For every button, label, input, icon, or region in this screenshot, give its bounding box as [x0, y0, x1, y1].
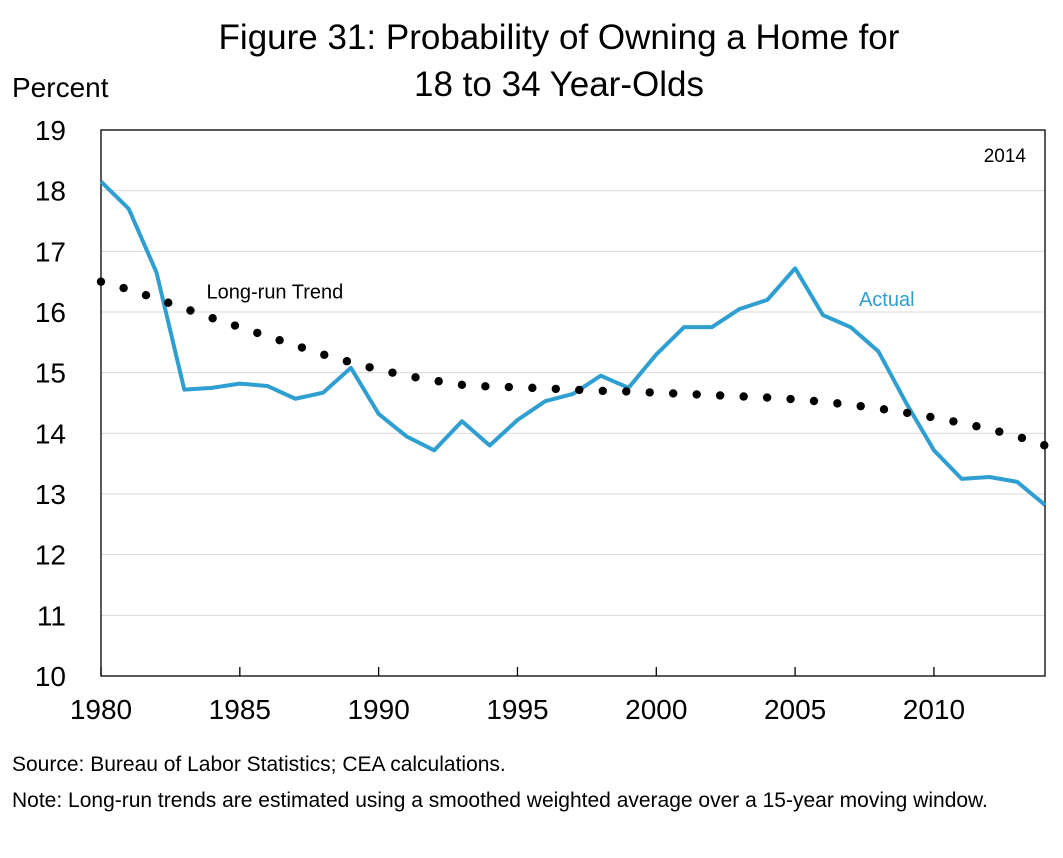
- trend-dot: [715, 391, 725, 400]
- trend-dot: [528, 383, 537, 393]
- trend-dot: [411, 373, 420, 382]
- y-tick-label-13: 13: [35, 479, 66, 510]
- trend-dot: [972, 422, 981, 431]
- series-label-actual: Actual: [859, 289, 915, 311]
- year-tag: 2014: [983, 146, 1026, 167]
- y-tick-label-10: 10: [35, 661, 66, 692]
- chart-title-line-1: Figure 31: Probability of Owning a Home …: [218, 18, 900, 57]
- plot-area-border: [100, 129, 1046, 677]
- trend-dot: [762, 393, 772, 402]
- trend-dot: [457, 380, 467, 389]
- trend-dot: [995, 427, 1004, 436]
- chart-title-line-2: 18 to 34 Year-Olds: [414, 65, 704, 104]
- trend-dot: [551, 384, 561, 394]
- trend-dot: [141, 291, 151, 300]
- series-actual: [99, 180, 1047, 507]
- y-tick-label-11: 11: [37, 600, 66, 631]
- trend-dot: [1017, 433, 1027, 443]
- x-tick-label-1985: 1985: [209, 694, 271, 725]
- trend-dot: [1040, 441, 1049, 450]
- series-label-long-run-trend: Long-run Trend: [207, 282, 344, 304]
- trend-dot: [669, 389, 678, 398]
- trend-dot: [949, 417, 958, 426]
- method-note: Note: Long-run trends are estimated usin…: [12, 789, 988, 812]
- trend-dot: [622, 387, 631, 396]
- trend-dot: [342, 357, 352, 366]
- trend-dot: [598, 386, 607, 396]
- trend-dot: [481, 382, 490, 391]
- y-tick-label-12: 12: [35, 540, 66, 571]
- trend-dot: [575, 385, 584, 395]
- x-tick-label-2005: 2005: [764, 694, 826, 725]
- trend-dot: [186, 306, 195, 315]
- trend-dot: [739, 392, 748, 401]
- trend-dot: [164, 298, 173, 307]
- trend-dot: [365, 363, 374, 372]
- trend-dot: [926, 412, 935, 422]
- y-tick-label-15: 15: [35, 358, 66, 389]
- y-tick-label-18: 18: [35, 176, 66, 207]
- y-tick-label-14: 14: [35, 418, 66, 449]
- chart-title: Figure 31: Probability of Owning a Home …: [100, 14, 1018, 108]
- trend-dot: [96, 277, 106, 286]
- trend-dot: [645, 388, 654, 397]
- trend-dot: [230, 321, 240, 330]
- y-axis-label: Percent: [12, 72, 109, 103]
- trend-dot: [833, 399, 842, 408]
- trend-dot: [809, 396, 819, 406]
- trend-dot: [504, 382, 514, 392]
- trend-dot: [903, 408, 912, 418]
- trend-dot: [275, 336, 284, 345]
- trend-dot: [297, 343, 307, 352]
- y-tick-label-17: 17: [35, 236, 66, 267]
- trend-dot: [692, 390, 701, 399]
- series-long-run-trend: [96, 277, 1049, 450]
- trend-dot: [253, 328, 262, 338]
- trend-dot: [786, 394, 795, 404]
- trend-dot: [320, 350, 329, 360]
- trend-dot: [434, 377, 443, 386]
- trend-dot: [879, 405, 889, 414]
- x-tick-label-1990: 1990: [347, 694, 409, 725]
- y-tick-label-16: 16: [35, 297, 66, 328]
- x-tick-label-2010: 2010: [903, 694, 965, 725]
- x-tick-label-1980: 1980: [70, 694, 132, 725]
- source-note: Source: Bureau of Labor Statistics; CEA …: [12, 753, 506, 776]
- trend-dot: [119, 283, 128, 293]
- x-tick-label-2000: 2000: [625, 694, 687, 725]
- trend-dot: [388, 368, 397, 377]
- x-tick-label-1995: 1995: [486, 694, 548, 725]
- trend-dot: [856, 401, 865, 411]
- y-tick-label-19: 19: [35, 115, 66, 146]
- trend-dot: [208, 314, 217, 323]
